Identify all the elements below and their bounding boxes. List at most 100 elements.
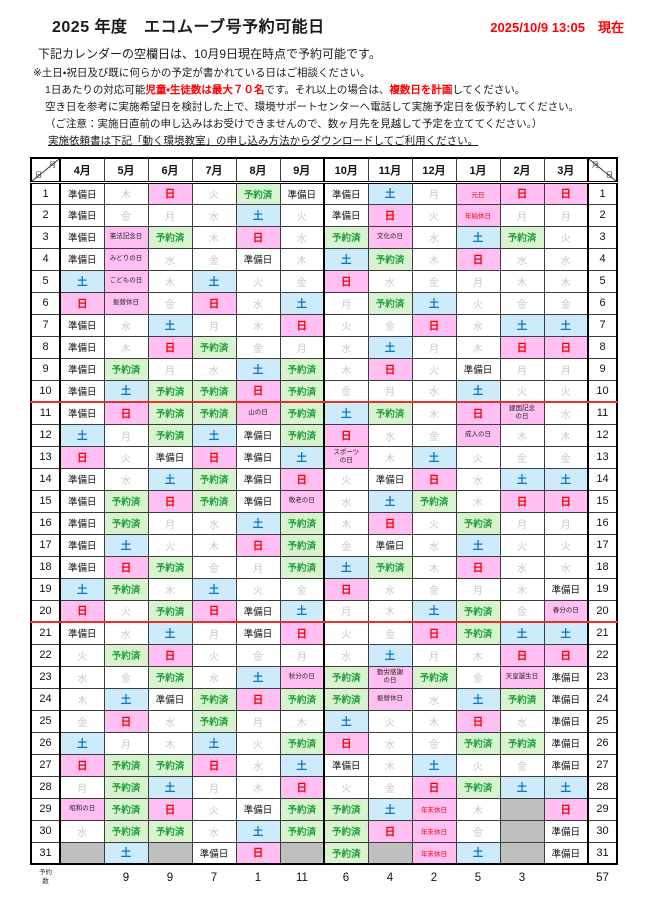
cell-3月-8: 日	[543, 335, 589, 359]
cell-11月-20: 木	[367, 599, 413, 623]
totals-value-12月: 2	[412, 864, 456, 890]
cell-8月-9: 土	[235, 357, 281, 381]
cell-12月-5: 金	[411, 269, 457, 293]
day-number-right-31: 31	[587, 841, 618, 865]
cell-7月-8: 予約済	[191, 335, 237, 359]
cell-1月-24: 土	[455, 687, 501, 711]
cell-5月-15: 予約済	[103, 489, 149, 513]
cell-10月-18: 土	[323, 555, 369, 579]
totals-value-8月: 1	[236, 864, 280, 890]
day-number-right-7: 7	[587, 313, 618, 337]
cell-2月-23: 天皇誕生日	[499, 665, 545, 689]
cell-5月-5: こどもの日	[103, 269, 149, 293]
cell-9月-31	[279, 841, 325, 865]
cell-10月-14: 火	[323, 467, 369, 491]
cell-1月-21: 予約済	[455, 621, 501, 645]
cell-6月-25: 水	[147, 709, 193, 733]
cell-2月-5: 木	[499, 269, 545, 293]
cell-6月-15: 日	[147, 489, 193, 513]
cell-1月-17: 土	[455, 533, 501, 557]
day-number-right-14: 14	[587, 467, 618, 491]
calendar-row-29: 29 昭和の日 予約済日火準備日 予約済 予約済土年末休日木日 29	[30, 797, 618, 821]
cell-8月-10: 日	[235, 379, 281, 403]
cell-7月-25: 予約済	[191, 709, 237, 733]
cell-11月-24: 振替休日	[367, 687, 413, 711]
cell-4月-22: 火	[59, 643, 105, 667]
cell-7月-10: 予約済	[191, 379, 237, 403]
totals-value-11月: 4	[368, 864, 412, 890]
note-capacity-post: してください。	[452, 84, 526, 96]
cell-2月-12: 木	[499, 423, 545, 447]
cell-3月-21: 土	[543, 621, 589, 645]
cell-10月-10: 金	[323, 379, 369, 403]
cell-12月-21: 日	[411, 621, 457, 645]
cell-5月-8: 木	[103, 335, 149, 359]
cell-1月-6: 火	[455, 291, 501, 315]
cell-4月-15: 準備日	[59, 489, 105, 513]
current-datetime: 2025/10/9 13:05 現在	[490, 20, 624, 35]
month-header-11月: 11月	[367, 157, 413, 184]
cell-7月-6: 日	[191, 291, 237, 315]
cell-7月-26: 土	[191, 731, 237, 755]
month-header-2月: 2月	[499, 157, 545, 184]
calendar-row-18: 18 準備日日予約済金月予約済土予約済木日水水 18	[30, 555, 618, 579]
day-number-right-20: 20	[587, 599, 618, 623]
cell-12月-8: 月	[411, 335, 457, 359]
cell-6月-21: 土	[147, 621, 193, 645]
cell-3月-28: 土	[543, 775, 589, 799]
cell-8月-6: 水	[235, 291, 281, 315]
cell-2月-11: 建国記念 の日	[499, 401, 545, 425]
cell-4月-25: 金	[59, 709, 105, 733]
totals-value-3月	[544, 864, 588, 890]
cell-6月-31	[147, 841, 193, 865]
cell-4月-23: 水	[59, 665, 105, 689]
cell-1月-4: 日	[455, 247, 501, 271]
cell-7月-4: 金	[191, 247, 237, 271]
calendar-row-10: 10 準備日土予約済 予約済日予約済金月水土火火 10	[30, 379, 618, 403]
cell-3月-5: 木	[543, 269, 589, 293]
cell-12月-16: 火	[411, 511, 457, 535]
cell-5月-27: 予約済	[103, 753, 149, 777]
day-number-left-14: 14	[30, 467, 61, 491]
cell-10月-27: 準備日	[323, 753, 369, 777]
cell-2月-21: 土	[499, 621, 545, 645]
calendar-row-19: 19 土予約済木土火金日水金月木準備日 19	[30, 577, 618, 601]
cell-10月-2: 準備日	[323, 203, 369, 227]
cell-8月-23: 土	[235, 665, 281, 689]
cell-11月-14: 準備日	[367, 467, 413, 491]
cell-11月-21: 金	[367, 621, 413, 645]
cell-12月-1: 月	[411, 181, 457, 205]
month-header-3月: 3月	[543, 157, 589, 184]
cell-5月-31: 土	[103, 841, 149, 865]
day-number-left-19: 19	[30, 577, 61, 601]
cell-8月-8: 金	[235, 335, 281, 359]
day-number-right-26: 26	[587, 731, 618, 755]
cell-9月-24: 予約済	[279, 687, 325, 711]
cell-3月-10: 火	[543, 379, 589, 403]
cell-3月-9: 月	[543, 357, 589, 381]
cell-6月-4: 水	[147, 247, 193, 271]
month-header-12月: 12月	[411, 157, 457, 184]
cell-10月-26: 日	[323, 731, 369, 755]
cell-3月-3: 火	[543, 225, 589, 249]
day-number-left-15: 15	[30, 489, 61, 513]
calendar-row-12: 12 土月予約済土準備日 予約済日水金成人の日木木 12	[30, 423, 618, 447]
cell-11月-28: 金	[367, 775, 413, 799]
cell-1月-5: 月	[455, 269, 501, 293]
totals-value-6月: 9	[148, 864, 192, 890]
cell-8月-27: 水	[235, 753, 281, 777]
day-number-left-9: 9	[30, 357, 61, 381]
cell-5月-11: 日	[103, 401, 149, 425]
day-number-left-13: 13	[30, 445, 61, 469]
cell-6月-7: 土	[147, 313, 193, 337]
cell-3月-11: 水	[543, 401, 589, 425]
cell-3月-27: 準備日	[543, 753, 589, 777]
day-number-right-12: 12	[587, 423, 618, 447]
cell-5月-9: 予約済	[103, 357, 149, 381]
cell-5月-16: 予約済	[103, 511, 149, 535]
calendar-row-25: 25 金日水予約済月木土火木日水準備日 25	[30, 709, 618, 733]
cell-10月-6: 月	[323, 291, 369, 315]
day-number-left-12: 12	[30, 423, 61, 447]
totals-label: 予約 数	[31, 864, 60, 890]
cell-4月-17: 準備日	[59, 533, 105, 557]
